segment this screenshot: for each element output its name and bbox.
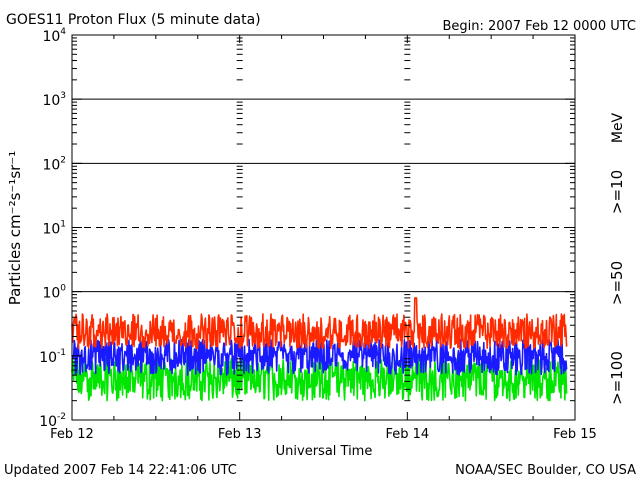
x-tick-labels: Feb 12 Feb 13 Feb 14 Feb 15 bbox=[50, 427, 597, 442]
x-tick-label: Feb 14 bbox=[385, 427, 429, 442]
grid-layer bbox=[72, 98, 575, 293]
legend-unit-mev: MeV bbox=[610, 112, 626, 143]
y-tick-label: 10-2 bbox=[39, 412, 66, 430]
legend-series-ge100: >=100 bbox=[608, 351, 626, 405]
series-line-10 bbox=[71, 297, 568, 350]
series-line-50 bbox=[71, 338, 568, 376]
y-tick-label: 101 bbox=[42, 220, 66, 238]
y-tick-label: 100 bbox=[42, 284, 66, 302]
credit-label: NOAA/SEC Boulder, CO USA bbox=[455, 463, 636, 478]
y-tick-labels: 10-2 10-1 100 101 102 103 104 bbox=[39, 27, 66, 430]
y-tick-label: 104 bbox=[42, 27, 66, 45]
tick-layer bbox=[71, 35, 576, 421]
y-tick-label: 10-1 bbox=[39, 348, 66, 366]
legend-series-ge50: >=50 bbox=[608, 261, 626, 305]
x-tick-label: Feb 12 bbox=[50, 427, 94, 442]
x-axis-label: Universal Time bbox=[276, 444, 373, 459]
chart-title: GOES11 Proton Flux (5 minute data) bbox=[6, 12, 261, 28]
legend: MeV >=10 >=50 >=100 bbox=[608, 112, 626, 404]
x-tick-label: Feb 15 bbox=[553, 427, 597, 442]
legend-series-ge10: >=10 bbox=[608, 170, 626, 214]
updated-timestamp: Updated 2007 Feb 14 22:41:06 UTC bbox=[4, 463, 237, 478]
x-tick-label: Feb 13 bbox=[218, 427, 262, 442]
series-layer bbox=[71, 297, 568, 402]
y-axis-label: Particles cm⁻²s⁻¹sr⁻¹ bbox=[6, 151, 24, 305]
begin-label: Begin: 2007 Feb 12 0000 UTC bbox=[442, 19, 636, 34]
y-tick-label: 103 bbox=[42, 91, 66, 109]
y-tick-label: 102 bbox=[42, 155, 66, 173]
